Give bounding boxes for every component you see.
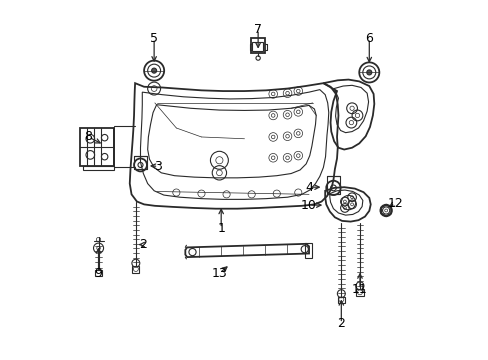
Text: 2: 2 bbox=[337, 317, 345, 330]
Bar bbox=[326, 176, 339, 194]
Bar bbox=[83, 166, 113, 170]
Bar bbox=[337, 297, 344, 303]
Circle shape bbox=[151, 68, 156, 73]
Bar bbox=[250, 39, 265, 53]
Circle shape bbox=[366, 70, 371, 75]
Text: 4: 4 bbox=[305, 181, 312, 194]
Text: 8: 8 bbox=[84, 130, 92, 144]
Bar bbox=[95, 270, 102, 276]
Text: 3: 3 bbox=[154, 160, 162, 173]
Text: 6: 6 bbox=[365, 32, 372, 45]
Bar bbox=[356, 289, 363, 296]
Bar bbox=[80, 128, 113, 166]
Bar bbox=[134, 156, 146, 169]
Text: 2: 2 bbox=[139, 238, 147, 251]
Bar bbox=[252, 42, 263, 51]
Text: 9: 9 bbox=[94, 267, 102, 280]
Text: 11: 11 bbox=[351, 283, 367, 296]
Text: 10: 10 bbox=[301, 199, 316, 212]
Text: 7: 7 bbox=[254, 23, 262, 36]
Text: 13: 13 bbox=[211, 267, 227, 280]
Bar bbox=[132, 266, 139, 273]
Text: 1: 1 bbox=[217, 222, 224, 235]
Text: 12: 12 bbox=[386, 197, 402, 210]
Text: 5: 5 bbox=[150, 32, 158, 45]
Bar bbox=[305, 243, 311, 258]
